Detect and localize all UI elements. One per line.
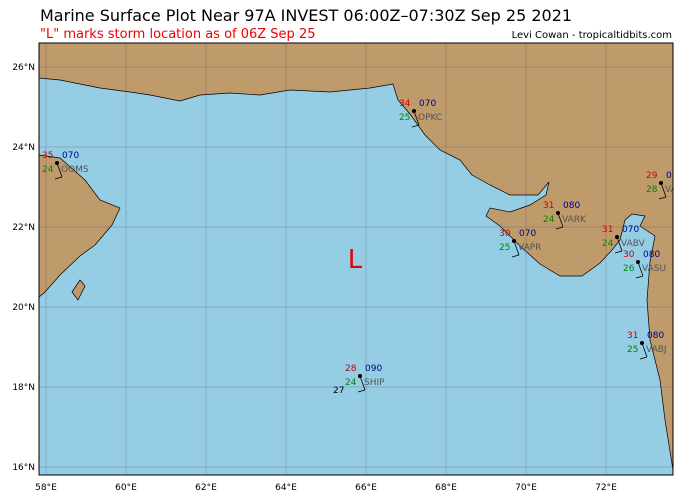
wind-barb xyxy=(359,375,366,391)
wind-barb xyxy=(555,226,564,230)
station-id: OOMS xyxy=(61,165,89,175)
temperature: 31 xyxy=(627,331,638,341)
station-dot xyxy=(358,374,362,378)
wind-barb xyxy=(635,275,644,279)
lon-label: 66°E xyxy=(355,483,377,493)
station: 31 070 24 VABV xyxy=(602,225,646,254)
storm-marker: L xyxy=(348,245,363,275)
land xyxy=(39,43,673,471)
lon-label: 68°E xyxy=(435,483,457,493)
lat-label: 22°N xyxy=(12,223,35,233)
temperature: 35 xyxy=(42,151,53,161)
wind-barb xyxy=(658,196,667,200)
lon-label: 72°E xyxy=(595,483,617,493)
wind-direction: 070 xyxy=(519,229,536,239)
lat-label: 20°N xyxy=(12,303,35,313)
station-dot xyxy=(512,239,516,243)
station-dot xyxy=(615,235,619,239)
wind-barb xyxy=(637,261,644,277)
station-dot xyxy=(412,109,416,113)
wind-barb xyxy=(513,240,520,256)
temperature: 31 xyxy=(543,201,554,211)
wind-barb xyxy=(639,356,648,360)
station-dot xyxy=(640,341,644,345)
wind-direction: 080 xyxy=(643,250,660,260)
station-id: VABV xyxy=(621,239,646,249)
station: 29 070 28 VAAH xyxy=(646,171,680,200)
wind-barb xyxy=(614,250,623,254)
station-id: VABJ xyxy=(646,345,667,355)
temperature: 30 xyxy=(623,250,635,260)
sea-temperature: 27 xyxy=(333,386,344,396)
dewpoint: 24 xyxy=(42,165,54,175)
temperature: 31 xyxy=(602,225,613,235)
map: L 35 070 24 OOMS 34 070 25 OPKC 29 070 28 VAAH 31 080… xyxy=(39,43,680,475)
lon-label: 62°E xyxy=(195,483,217,493)
temperature: 29 xyxy=(646,171,658,181)
subtitle: "L" marks storm location as of 06Z Sep 2… xyxy=(40,27,315,42)
station-dot xyxy=(55,161,59,165)
station: 28 090 24 SHIP 27 xyxy=(333,364,385,396)
station: 30 070 25 VAPR xyxy=(499,229,541,258)
dewpoint: 26 xyxy=(623,264,635,274)
wind-barb xyxy=(557,212,564,228)
temperature: 30 xyxy=(499,229,511,239)
lon-label: 60°E xyxy=(115,483,137,493)
wind-barb xyxy=(660,182,667,198)
credit: Levi Cowan - tropicaltidbits.com xyxy=(512,30,672,41)
lat-label: 18°N xyxy=(12,383,35,393)
temperature: 34 xyxy=(399,99,411,109)
station: 31 080 24 VARK xyxy=(543,201,587,230)
wind-barb xyxy=(411,124,420,128)
station-id: VASU xyxy=(642,264,666,274)
dewpoint: 25 xyxy=(399,113,410,123)
station: 34 070 25 OPKC xyxy=(399,99,442,128)
wind-barb xyxy=(357,389,366,393)
temperature: 28 xyxy=(345,364,357,374)
station-id: OPKC xyxy=(418,113,442,123)
lon-label: 70°E xyxy=(515,483,537,493)
island xyxy=(71,279,86,301)
wind-barb xyxy=(616,236,623,252)
station-id: VARK xyxy=(562,215,587,225)
dewpoint: 25 xyxy=(499,243,510,253)
lon-label: 58°E xyxy=(35,483,57,493)
station-dot xyxy=(556,211,560,215)
wind-direction: 090 xyxy=(365,364,382,374)
title: Marine Surface Plot Near 97A INVEST 06:0… xyxy=(40,6,572,25)
dewpoint: 24 xyxy=(543,215,555,225)
dewpoint: 28 xyxy=(646,185,658,195)
wind-barb xyxy=(641,342,648,358)
wind-direction: 080 xyxy=(563,201,580,211)
frame xyxy=(38,42,674,476)
station: 30 080 26 VASU xyxy=(623,250,666,279)
wind-direction: 070 xyxy=(62,151,79,161)
station-dot xyxy=(659,181,663,185)
wind-barb xyxy=(413,110,420,126)
station-id: VAPR xyxy=(518,243,541,253)
lat-label: 26°N xyxy=(12,63,35,73)
wind-barb xyxy=(511,254,520,258)
station-dot xyxy=(636,260,640,264)
land xyxy=(39,154,121,298)
dewpoint: 24 xyxy=(345,378,357,388)
station: 35 070 24 OOMS xyxy=(42,151,89,180)
lat-label: 16°N xyxy=(12,463,35,473)
wind-direction: 080 xyxy=(647,331,664,341)
station-id: SHIP xyxy=(364,378,385,388)
dewpoint: 24 xyxy=(602,239,614,249)
wind-barb xyxy=(56,162,63,178)
wind-direction: 070 xyxy=(666,171,680,181)
lon-label: 64°E xyxy=(275,483,297,493)
dewpoint: 25 xyxy=(627,345,638,355)
station: 31 080 25 VABJ xyxy=(627,331,667,360)
lat-label: 24°N xyxy=(12,143,35,153)
wind-direction: 070 xyxy=(419,99,436,109)
wind-barb xyxy=(54,176,63,180)
station-id: VAAH xyxy=(665,185,680,195)
wind-direction: 070 xyxy=(622,225,639,235)
